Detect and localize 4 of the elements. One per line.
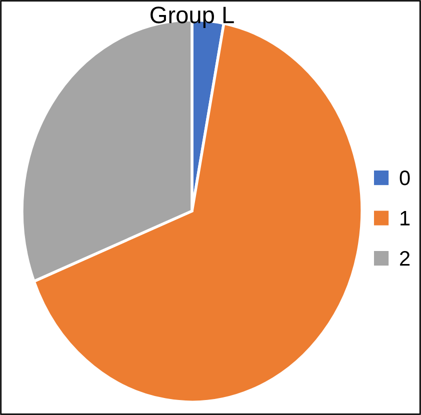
legend-label: 0 [400,170,410,186]
chart-title: Group L [150,6,234,28]
legend-label: 2 [400,251,410,266]
legend-label: 1 [400,211,410,226]
